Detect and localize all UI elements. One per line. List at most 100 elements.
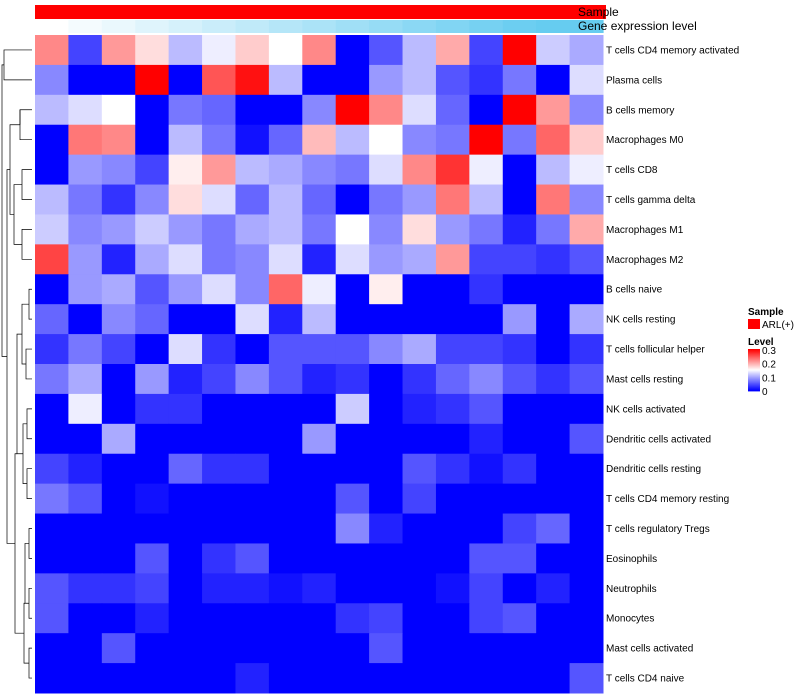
colorbar-step [748, 374, 760, 376]
gene-track-segment [235, 20, 270, 33]
heatmap-cell [402, 573, 437, 604]
legend-sample-title: Sample [748, 307, 784, 318]
heatmap-cell [101, 663, 136, 694]
heatmap-cell [435, 393, 470, 425]
heatmap-cell [202, 483, 236, 515]
colorbar-step [748, 351, 760, 353]
heatmap-cell [35, 154, 69, 186]
gene-track-segment [502, 20, 537, 33]
gene-track-segment [536, 20, 571, 33]
dendrogram-branch [26, 468, 32, 499]
colorbar-step [748, 389, 760, 392]
heatmap-cell [202, 334, 236, 365]
dendrogram-branch [28, 288, 32, 320]
heatmap-cell [268, 214, 303, 245]
heatmap-cell [536, 334, 571, 365]
heatmap-cell [302, 184, 337, 215]
gene-track-segment [302, 20, 337, 33]
heatmap-cell [35, 543, 69, 574]
heatmap-cell [402, 603, 437, 634]
annotation-tracks: Sample Gene expression level [35, 5, 697, 33]
heatmap-cell [101, 274, 136, 305]
row-label: Macrophages M0 [606, 135, 684, 146]
heatmap-cell [369, 184, 404, 215]
heatmap-cell [569, 364, 604, 395]
heatmap-cell [35, 364, 69, 395]
colorbar-step [748, 376, 760, 378]
heatmap-cell [469, 543, 504, 574]
heatmap-cell [335, 304, 370, 335]
heatmap-cell [369, 304, 404, 335]
heatmap-cell [135, 573, 170, 604]
heatmap-cell [268, 663, 303, 694]
legend: Sample ARL(+) Level 0.3 0.2 0.1 0 [748, 307, 794, 398]
heatmap-cell [402, 94, 437, 126]
heatmap-cell [168, 633, 203, 664]
heatmap-cell [435, 334, 470, 365]
heatmap-cell [135, 633, 170, 664]
heatmap-cell [369, 274, 404, 305]
heatmap-cell [135, 483, 170, 515]
row-label: Dendritic cells activated [606, 434, 711, 445]
heatmap-cell [469, 334, 504, 365]
heatmap-cell [335, 244, 370, 275]
heatmap-cell [268, 94, 303, 126]
heatmap-cell [302, 393, 337, 425]
heatmap-cell [369, 543, 404, 574]
heatmap-cell [569, 603, 604, 634]
heatmap-cell [101, 453, 136, 485]
row-label: Dendritic cells resting [606, 464, 701, 475]
heatmap-cell [68, 483, 103, 515]
heatmap-cell [268, 184, 303, 215]
heatmap-cell [202, 633, 236, 664]
heatmap-cell [302, 513, 337, 544]
heatmap-cell [502, 633, 537, 664]
heatmap-cell [68, 274, 103, 305]
row-label: Mast cells resting [606, 374, 683, 385]
heatmap-cell [569, 573, 604, 604]
heatmap-cell [569, 393, 604, 425]
heatmap-cell [302, 274, 337, 305]
heatmap-cell [235, 543, 270, 574]
heatmap-cell [68, 423, 103, 455]
heatmap-cell [536, 603, 571, 634]
colorbar-step [748, 355, 760, 357]
heatmap-cell [235, 64, 270, 96]
heatmap-cell [469, 483, 504, 515]
heatmap-cell [68, 154, 103, 186]
heatmap-cell [68, 94, 103, 126]
heatmap-cell [235, 214, 270, 245]
colorbar-step [748, 382, 760, 385]
heatmap-cell [469, 154, 504, 186]
heatmap-cell [569, 513, 604, 544]
gene-track-segment [335, 20, 370, 33]
row-label: T cells follicular helper [606, 345, 705, 356]
row-label: Monocytes [606, 614, 654, 625]
heatmap-cell [68, 543, 103, 574]
heatmap-cell [168, 513, 203, 544]
heatmap-cells [35, 35, 604, 694]
heatmap-cell [569, 94, 604, 126]
heatmap-cell [202, 124, 236, 156]
heatmap-cell [569, 453, 604, 485]
row-label: Macrophages M1 [606, 225, 684, 236]
heatmap-cell [168, 244, 203, 275]
colorbar-step [748, 362, 760, 365]
row-labels: T cells CD4 memory activated Plasma cells… [606, 45, 739, 684]
heatmap-cell [502, 573, 537, 604]
gene-track-segment [135, 20, 170, 33]
row-label: Plasma cells [606, 75, 662, 86]
heatmap-cell [68, 124, 103, 156]
gene-track-segment [268, 20, 303, 33]
heatmap-cell [101, 633, 136, 664]
heatmap-cell [101, 304, 136, 335]
heatmap-cell [68, 633, 103, 664]
heatmap-cell [202, 603, 236, 634]
heatmap-cell [569, 124, 604, 156]
heatmap-cell [369, 64, 404, 96]
heatmap-cell [469, 633, 504, 664]
heatmap-cell [402, 214, 437, 245]
dendrogram-branch [21, 229, 32, 260]
colorbar-step [748, 361, 760, 364]
